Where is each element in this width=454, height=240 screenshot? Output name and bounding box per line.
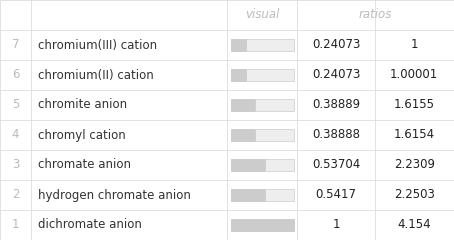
Text: 2.2309: 2.2309 (394, 158, 435, 172)
Text: visual: visual (245, 8, 279, 22)
Text: 2.2503: 2.2503 (394, 188, 435, 202)
Text: 1.6155: 1.6155 (394, 98, 435, 112)
Text: 0.53704: 0.53704 (312, 158, 360, 172)
Text: 0.24073: 0.24073 (312, 68, 360, 82)
Bar (231, 219, 294, 231)
Text: 1: 1 (12, 218, 19, 232)
Bar (231, 69, 294, 81)
Bar (231, 39, 246, 51)
Text: 1.6154: 1.6154 (394, 128, 435, 142)
Text: ratios: ratios (359, 8, 392, 22)
Bar (231, 129, 294, 141)
Bar (231, 189, 294, 201)
Text: chromate anion: chromate anion (38, 158, 131, 172)
Bar (231, 189, 265, 201)
Bar (231, 219, 294, 231)
Text: hydrogen chromate anion: hydrogen chromate anion (38, 188, 191, 202)
Bar (231, 99, 255, 111)
Text: chromium(III) cation: chromium(III) cation (38, 38, 157, 52)
Text: 0.24073: 0.24073 (312, 38, 360, 52)
Bar (231, 159, 294, 171)
Text: 0.38888: 0.38888 (312, 128, 360, 142)
Text: 2: 2 (12, 188, 19, 202)
Text: chromite anion: chromite anion (38, 98, 127, 112)
Bar (231, 69, 246, 81)
Bar (231, 39, 294, 51)
Text: 7: 7 (12, 38, 19, 52)
Text: 0.38889: 0.38889 (312, 98, 360, 112)
Bar (231, 99, 294, 111)
Text: 0.5417: 0.5417 (316, 188, 356, 202)
Text: 3: 3 (12, 158, 19, 172)
Text: 4.154: 4.154 (397, 218, 431, 232)
Bar (231, 129, 255, 141)
Text: 4: 4 (12, 128, 19, 142)
Text: 1.00001: 1.00001 (390, 68, 439, 82)
Bar (231, 159, 265, 171)
Text: 1: 1 (410, 38, 418, 52)
Text: chromium(II) cation: chromium(II) cation (38, 68, 153, 82)
Text: 5: 5 (12, 98, 19, 112)
Text: dichromate anion: dichromate anion (38, 218, 142, 232)
Text: 6: 6 (12, 68, 19, 82)
Text: 1: 1 (332, 218, 340, 232)
Text: chromyl cation: chromyl cation (38, 128, 125, 142)
